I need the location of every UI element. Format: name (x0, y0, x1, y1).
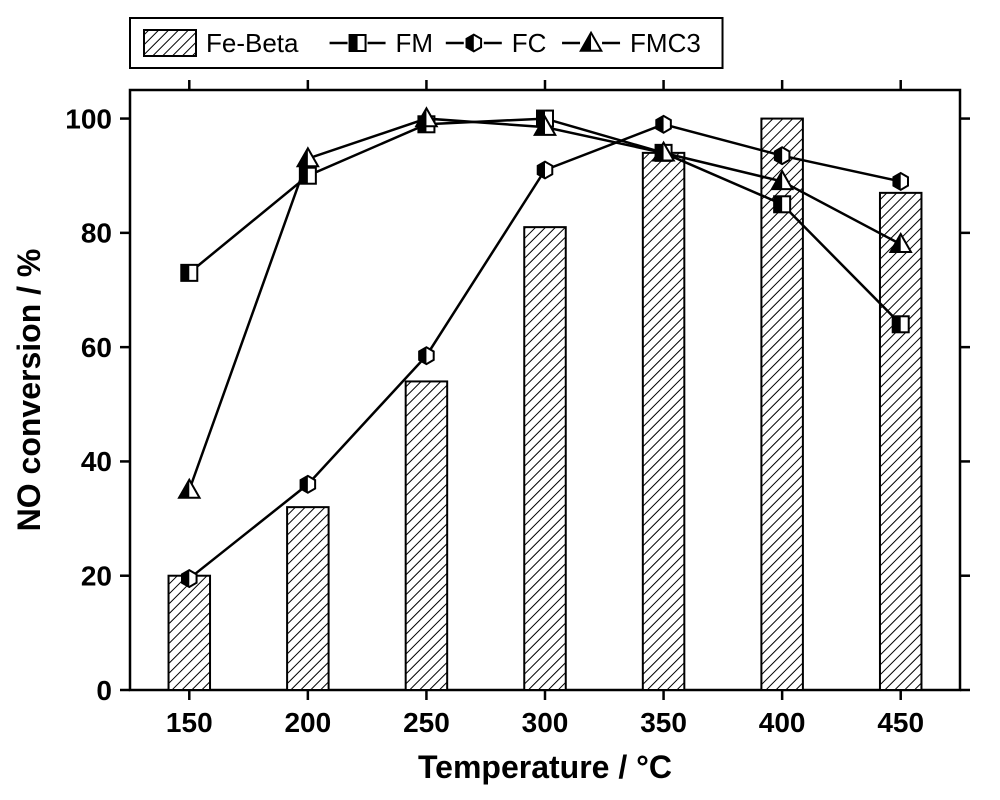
chart-container: 0 20 40 60 80 100 150 200 250 300 350 400 450 Tempera… (0, 0, 1000, 800)
y-tick-label: 60 (81, 332, 112, 363)
y-tick-label: 20 (81, 561, 112, 592)
bar (880, 193, 922, 690)
y-tick-label: 0 (96, 675, 112, 706)
x-tick-label: 450 (877, 707, 924, 738)
y-tick-label: 40 (81, 446, 112, 477)
legend: Fe-Beta FM FC FMC3 (130, 18, 723, 68)
bar (287, 507, 329, 690)
legend-label: Fe-Beta (206, 28, 299, 58)
x-tick-label: 400 (759, 707, 806, 738)
x-tick-label: 300 (522, 707, 569, 738)
x-axis-label: Temperature / °C (418, 749, 672, 785)
legend-label: FMC3 (630, 28, 701, 58)
x-tick-label: 150 (166, 707, 213, 738)
bar (524, 227, 566, 690)
bar (643, 153, 685, 690)
y-tick-label: 100 (65, 103, 112, 134)
x-tick-label: 350 (640, 707, 687, 738)
x-tick-label: 200 (284, 707, 331, 738)
y-tick-label: 80 (81, 218, 112, 249)
legend-label: FM (396, 28, 434, 58)
legend-label: FC (512, 28, 547, 58)
chart-svg: 0 20 40 60 80 100 150 200 250 300 350 400 450 Tempera… (0, 0, 1000, 800)
bar (169, 576, 211, 690)
bar (406, 381, 448, 690)
x-tick-label: 250 (403, 707, 450, 738)
y-axis-label: NO conversion / % (11, 249, 47, 532)
